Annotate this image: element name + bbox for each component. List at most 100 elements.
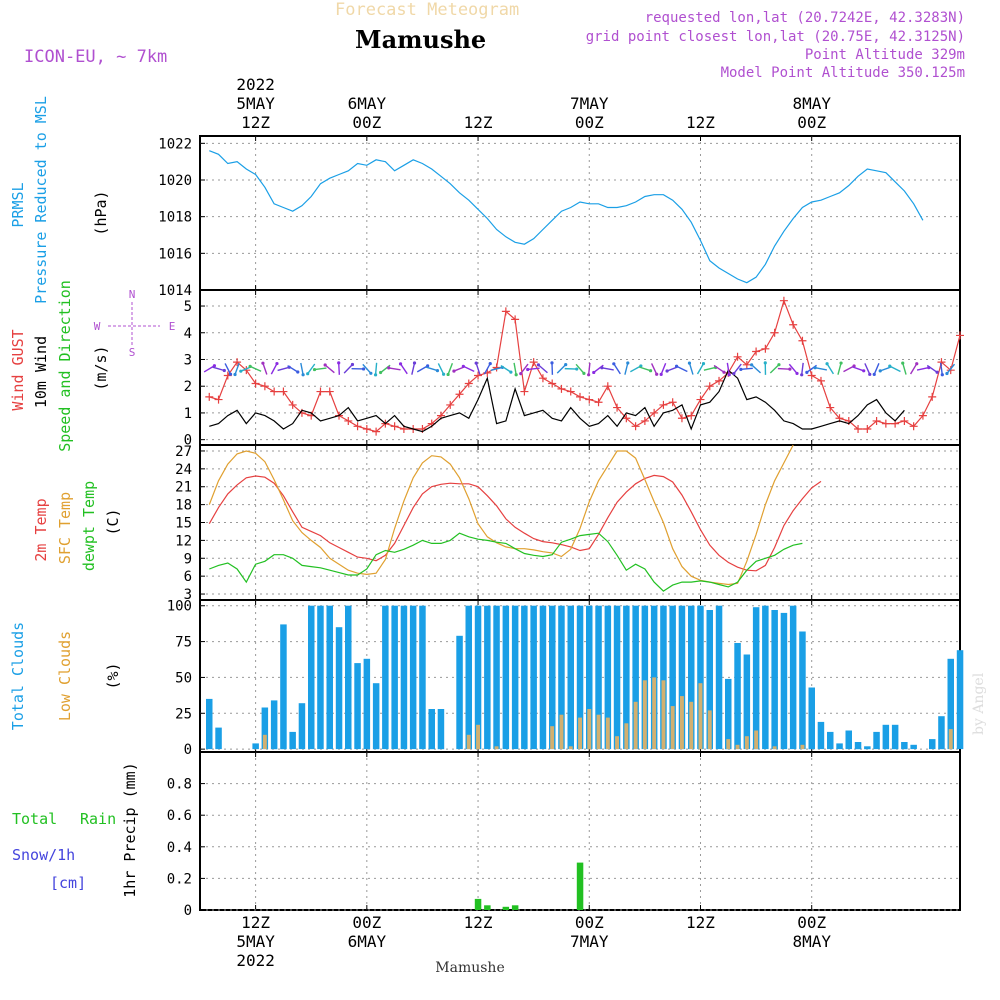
clouds-bar-total-clouds: [326, 605, 333, 750]
wind-direction-arrowhead: [795, 371, 799, 376]
precip-ytick-label: 0.4: [167, 840, 192, 856]
clouds-ytick-label: 0: [184, 742, 192, 758]
wind-direction-arrowhead: [228, 372, 233, 376]
wind-direction-arrow: [902, 362, 907, 375]
gust-point: [353, 422, 362, 431]
wind-direction-arrow: [926, 364, 938, 373]
temperature-ytick-label: 9: [184, 551, 192, 567]
clouds-bar-low-clouds: [550, 726, 555, 750]
temperature-line-sfc-temp: [208, 444, 794, 586]
gust-point: [816, 376, 825, 385]
clouds-bar-total-clouds: [530, 605, 537, 750]
temp-label-1: 2m Temp: [32, 498, 50, 561]
clouds-bar-total-clouds: [317, 605, 324, 750]
clouds-bar-total-clouds: [725, 678, 732, 750]
wind-direction-arrow: [713, 364, 725, 373]
gust-point: [659, 400, 668, 409]
time-axis-label: 8MAY: [792, 94, 831, 113]
time-axis-label: 6MAY: [348, 94, 387, 113]
wind-direction-arrowhead: [275, 361, 279, 366]
wind-direction-arrow: [374, 362, 378, 375]
clouds-bar-total-clouds: [780, 612, 788, 750]
clouds-bar-total-clouds: [789, 605, 797, 750]
wind-direction-arrow: [889, 365, 901, 373]
gust-point: [464, 379, 473, 388]
wind-direction-arrowhead: [582, 371, 586, 375]
clouds-ytick-label: 75: [175, 635, 192, 651]
clouds-bar-total-clouds: [697, 605, 704, 750]
clouds-bar-total-clouds: [437, 709, 445, 750]
cloud-ylabel: (%): [104, 662, 122, 689]
clouds-bar-total-clouds: [715, 605, 723, 750]
temperature-ytick-label: 12: [175, 533, 192, 549]
gust-point: [474, 371, 483, 380]
wind-direction-arrow: [234, 362, 240, 375]
gust-point: [455, 390, 464, 399]
gust-point: [705, 382, 714, 391]
wind-direction-arrowhead: [373, 373, 378, 377]
wind-direction-arrow: [837, 362, 842, 375]
pressure-panel: 1014 1016 1018 1020 1022: [158, 135, 961, 299]
time-axis-label: 12Z: [686, 113, 715, 132]
panels: 1014101610181020102201234536912151821242…: [158, 135, 964, 919]
precip-ytick-label: 0.8: [167, 777, 192, 793]
compass-w: W: [94, 320, 101, 333]
clouds-bar-low-clouds: [642, 680, 647, 750]
clouds-bar-total-clouds: [595, 605, 602, 750]
cloud-labels: Total Clouds Low Clouds (%): [9, 622, 122, 730]
wind-direction-arrowhead: [701, 362, 706, 366]
wind-direction-arrowhead: [915, 362, 919, 366]
wind-direction-arrowhead: [935, 370, 939, 374]
clouds-bar-total-clouds: [558, 605, 565, 750]
wind-direction-arrowhead: [398, 362, 403, 366]
clouds-bar-total-clouds: [308, 605, 315, 750]
wind-direction-arrow: [203, 365, 215, 373]
clouds-bar-total-clouds: [836, 743, 843, 750]
compass-s: S: [129, 346, 136, 359]
wind-direction-arrowhead: [862, 369, 866, 373]
clouds-bar-total-clouds: [576, 605, 584, 750]
wind-direction-arrowhead: [412, 361, 417, 365]
model-label: ICON-EU, ~ 7km: [24, 47, 167, 67]
time-axis-label: 6MAY: [348, 932, 387, 951]
wind-direction-arrow: [751, 364, 762, 374]
time-axis-label: 12Z: [464, 913, 493, 932]
wind-label-2: 10m Wind: [32, 336, 50, 408]
wind-direction-arrowhead: [739, 367, 743, 371]
wind-direction-arrowhead: [474, 361, 478, 365]
temp-label-2: SFC Temp: [56, 492, 74, 564]
wind-direction-arrowhead: [648, 369, 653, 373]
gust-point: [631, 422, 640, 431]
wind-labels: Wind GUST 10m Wind Speed and Direction (…: [9, 280, 175, 452]
wind-direction-arrowhead: [212, 364, 217, 368]
wind-direction-arrowhead: [387, 366, 391, 370]
gust-point: [613, 403, 622, 412]
wind-direction-arrowhead: [461, 364, 465, 368]
clouds-bar-total-clouds: [743, 654, 751, 750]
temp-label-3: dewpt Temp: [80, 481, 98, 571]
wind-direction-arrowhead: [878, 369, 882, 373]
wind-direction-arrow: [801, 362, 804, 375]
clouds-bar-low-clouds: [615, 736, 619, 750]
pressure-ylabel: (hPa): [92, 190, 110, 235]
clouds-bar-low-clouds: [800, 744, 805, 750]
gust-point: [279, 387, 288, 396]
temp-labels: 2m Temp SFC Temp dewpt Temp (C): [32, 481, 122, 571]
gust-point: [316, 387, 325, 396]
clouds-bar-total-clouds: [586, 605, 593, 750]
wind-direction-arrow: [437, 363, 445, 375]
clouds-bar-low-clouds: [633, 701, 638, 750]
wind-direction-arrow: [660, 363, 667, 375]
wind-direction-arrowhead: [452, 369, 456, 373]
precip-labels: Total Rain Snow/1h [cm] 1hr Precip (mm): [12, 762, 139, 897]
wind-direction-arrowhead: [564, 362, 568, 367]
gust-point: [770, 328, 779, 337]
clouds-bar-low-clouds: [568, 746, 573, 750]
gust-point: [881, 419, 890, 428]
wind-direction-arrow: [513, 362, 517, 375]
gust-point: [270, 387, 279, 396]
clouds-bar-total-clouds: [206, 698, 213, 750]
wind-direction-arrowhead: [805, 370, 809, 374]
